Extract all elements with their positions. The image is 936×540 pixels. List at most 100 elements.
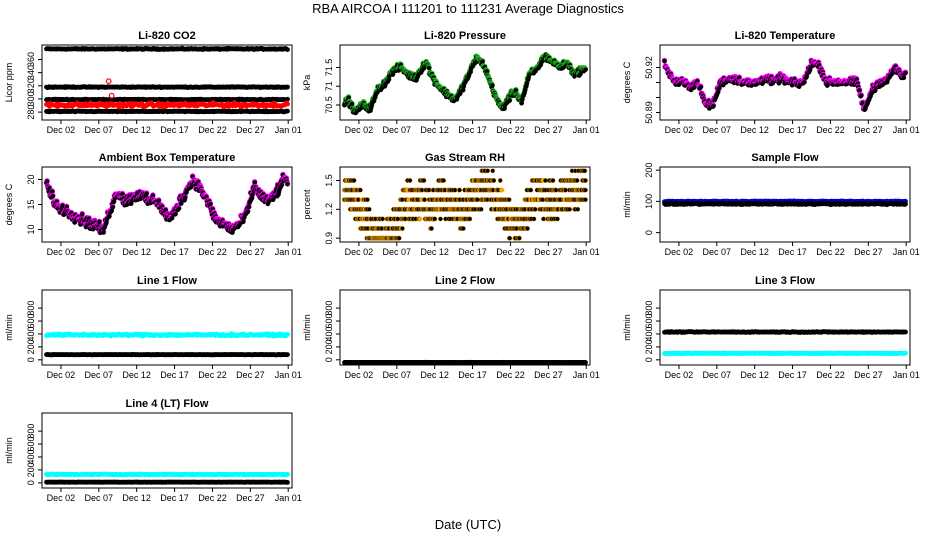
data-point (279, 182, 285, 188)
plot-area (44, 45, 290, 115)
data-point (250, 192, 255, 198)
x-tick-label: Dec 17 (160, 247, 189, 257)
data-point (110, 205, 115, 210)
data-point (525, 226, 530, 231)
data-point (208, 201, 213, 207)
data-point (399, 226, 405, 231)
data-point (178, 201, 184, 206)
data-point (526, 75, 531, 80)
data-point (903, 70, 908, 76)
y-tick-label: 10 (26, 224, 36, 234)
data-point (711, 103, 716, 109)
data-point (418, 216, 423, 222)
y-tick-label: 15 (26, 199, 36, 209)
series-1 (43, 171, 291, 235)
x-axis: Dec 02 Dec 07 Dec 12 Dec 17 Dec 22 Dec 27 Jan … (47, 242, 302, 257)
data-point (421, 178, 427, 183)
data-point (240, 219, 246, 225)
data-point (285, 84, 290, 90)
data-point (109, 208, 114, 214)
x-tick-label: Dec 22 (816, 125, 845, 135)
data-point (182, 195, 188, 200)
data-point (804, 74, 809, 80)
x-tick-label: Jan 01 (275, 125, 302, 135)
data-point (531, 216, 537, 222)
y-tick-label: 71.5 (324, 59, 334, 77)
x-axis: Dec 02 Dec 07 Dec 12 Dec 17 Dec 22 Dec 27 Jan … (47, 120, 302, 135)
series-2 (44, 84, 290, 91)
series-1 (342, 168, 588, 241)
y-tick-label: 340 (26, 65, 36, 80)
data-point (497, 178, 503, 183)
chart-title: Li-820 Temperature (735, 30, 836, 42)
data-point (349, 101, 355, 107)
plot-frame (41, 44, 293, 121)
x-tick-label: Dec 12 (122, 247, 151, 257)
data-point (432, 216, 438, 222)
data-point (555, 216, 560, 222)
y-axis-label: degrees C (4, 183, 14, 225)
x-tick-label: Dec 12 (122, 125, 151, 135)
y-tick-label: 50.89 (644, 101, 654, 124)
x-tick-label: Dec 12 (740, 125, 769, 135)
series-4 (44, 108, 290, 115)
data-point (176, 206, 182, 211)
chart-title: Ambient Box Temperature (99, 152, 236, 164)
x-tick-label: Dec 27 (854, 125, 883, 135)
x-tick-label: Jan 01 (275, 247, 302, 257)
x-tick-label: Dec 07 (703, 125, 732, 135)
data-point (550, 178, 556, 183)
y-tick-label: 280 (26, 105, 36, 120)
series-5 (44, 100, 290, 110)
data-point (111, 199, 117, 205)
x-tick-label: Dec 17 (778, 125, 807, 135)
data-point (357, 187, 363, 193)
page-title: RBA AIRCOA I 111201 to 111231 Average Di… (312, 1, 624, 16)
data-point (426, 66, 432, 71)
data-point (460, 88, 466, 93)
data-point (386, 77, 392, 82)
data-point (252, 180, 257, 185)
data-point (716, 86, 722, 91)
data-point (567, 206, 572, 212)
x-tick-label: Dec 07 (85, 125, 114, 135)
data-point (506, 197, 512, 203)
data-point (169, 216, 175, 221)
data-point (478, 206, 484, 212)
data-point (872, 88, 878, 94)
data-point (366, 206, 372, 212)
y-tick-label: 320 (26, 78, 36, 93)
data-point (173, 212, 178, 217)
data-point (502, 106, 507, 111)
data-point (106, 214, 112, 219)
x-axis: Dec 02 Dec 07 Dec 12 Dec 17 Dec 22 Dec 27 Jan … (665, 120, 920, 135)
x-tick-label: Dec 22 (198, 247, 227, 257)
chart-title: Gas Stream RH (425, 152, 505, 164)
y-axis-label: kPa (302, 75, 312, 91)
chart-title: Li-820 Pressure (424, 30, 506, 42)
data-point (532, 206, 538, 212)
x-tick-label: Dec 02 (47, 125, 76, 135)
data-point (270, 197, 276, 203)
data-point (79, 212, 85, 217)
data-point (507, 235, 513, 241)
data-point (407, 178, 413, 183)
data-point (441, 178, 447, 183)
x-tick-label: Dec 22 (198, 125, 227, 135)
data-point (351, 178, 357, 183)
y-tick-label: 71 (324, 81, 334, 91)
x-tick-label: Jan 01 (893, 125, 920, 135)
data-point (698, 84, 704, 90)
data-point (285, 96, 290, 102)
x-tick-label: Dec 07 (85, 247, 114, 257)
data-point (480, 59, 485, 64)
data-point (108, 92, 115, 99)
data-point (524, 81, 530, 86)
data-point (144, 191, 149, 197)
